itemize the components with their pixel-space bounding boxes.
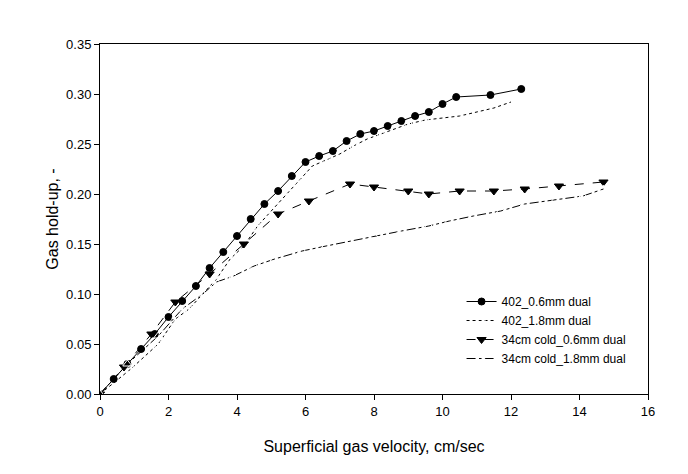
- svg-text:10: 10: [435, 404, 449, 419]
- svg-text:0.20: 0.20: [66, 187, 91, 202]
- svg-text:402_1.8mm dual: 402_1.8mm dual: [502, 314, 591, 328]
- svg-text:0.10: 0.10: [66, 287, 91, 302]
- svg-text:402_0.6mm dual: 402_0.6mm dual: [502, 295, 591, 309]
- svg-text:0.15: 0.15: [66, 237, 91, 252]
- svg-text:0.00: 0.00: [66, 387, 91, 402]
- svg-text:2: 2: [165, 404, 172, 419]
- svg-text:34cm cold_0.6mm dual: 34cm cold_0.6mm dual: [502, 333, 626, 347]
- svg-text:14: 14: [572, 404, 586, 419]
- svg-text:0.25: 0.25: [66, 137, 91, 152]
- svg-text:0.30: 0.30: [66, 87, 91, 102]
- svg-text:12: 12: [504, 404, 518, 419]
- svg-text:16: 16: [641, 404, 655, 419]
- svg-text:6: 6: [302, 404, 309, 419]
- svg-text:Gas hold-up, -: Gas hold-up, -: [44, 168, 61, 269]
- svg-text:0: 0: [96, 404, 103, 419]
- svg-text:34cm cold_1.8mm dual: 34cm cold_1.8mm dual: [502, 352, 626, 366]
- svg-text:Superficial gas velocity, cm/s: Superficial gas velocity, cm/sec: [263, 438, 484, 455]
- svg-text:4: 4: [233, 404, 240, 419]
- svg-text:0.05: 0.05: [66, 337, 91, 352]
- svg-text:0.35: 0.35: [66, 37, 91, 52]
- svg-text:8: 8: [370, 404, 377, 419]
